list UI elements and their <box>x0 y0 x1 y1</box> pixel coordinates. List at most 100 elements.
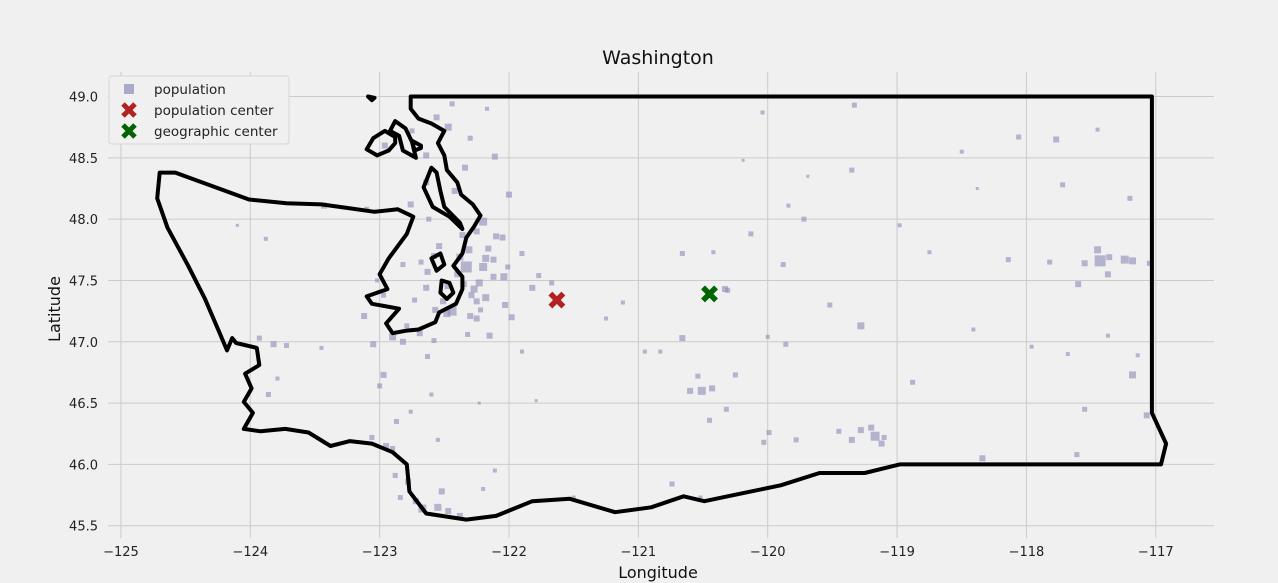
population-point <box>500 273 508 281</box>
population-point <box>284 342 290 348</box>
population-point <box>806 174 810 178</box>
population-point <box>765 334 770 339</box>
x-tick-label: −120 <box>750 545 786 560</box>
population-point <box>409 128 415 134</box>
population-center-marker <box>548 291 566 309</box>
population-point <box>1005 257 1011 263</box>
population-point <box>369 434 375 440</box>
population-point <box>407 201 414 208</box>
population-point <box>783 341 789 347</box>
legend-population-center-marker <box>121 102 137 118</box>
population-point <box>412 297 418 303</box>
population-point <box>392 472 398 478</box>
population-point <box>479 217 488 226</box>
population-point <box>1135 353 1140 358</box>
population-point <box>235 223 239 227</box>
population-point <box>432 306 439 313</box>
population-point <box>370 341 377 348</box>
legend-population-marker <box>124 84 134 94</box>
population-point <box>426 216 432 222</box>
population-point <box>801 216 807 222</box>
state-outline <box>155 94 1169 522</box>
y-tick-labels: 45.5 46.0 46.5 47.0 47.5 48.0 48.5 49.0 <box>69 91 98 535</box>
population-point <box>433 114 440 121</box>
population-point <box>1081 260 1088 267</box>
population-point <box>381 142 388 149</box>
population-point <box>975 187 979 190</box>
population-point <box>959 149 964 154</box>
population-point <box>435 437 440 442</box>
population-point <box>529 284 536 291</box>
population-point <box>443 310 451 318</box>
x-tick-label: −124 <box>232 545 268 560</box>
population-point <box>857 322 865 330</box>
population-point <box>482 294 490 302</box>
population-point <box>404 323 410 329</box>
population-point <box>881 434 887 440</box>
population-point <box>870 431 880 441</box>
population-point <box>263 236 268 241</box>
population-point <box>849 167 855 173</box>
population-point <box>1146 260 1152 266</box>
population-point <box>927 250 932 255</box>
population-point <box>697 386 706 395</box>
population-point <box>481 486 486 491</box>
population-point <box>465 246 473 254</box>
population-point <box>470 285 478 293</box>
population-point <box>1106 254 1113 261</box>
island-outline <box>438 278 456 301</box>
population-point <box>897 223 902 228</box>
population-point <box>1053 136 1060 143</box>
population-point <box>383 443 390 450</box>
population-point <box>490 256 497 263</box>
population-point <box>456 512 463 519</box>
x-tick-labels: −125 −124 −123 −122 −121 −120 −119 −118 −117 <box>103 545 1174 560</box>
population-point <box>878 440 885 447</box>
population-point <box>375 278 380 283</box>
population-point <box>604 316 609 321</box>
y-tick-label: 49.0 <box>69 91 98 106</box>
population-point <box>505 264 511 270</box>
population-point <box>761 439 767 445</box>
population-point <box>709 385 716 392</box>
population-point <box>438 488 445 495</box>
population-point <box>445 508 452 515</box>
population-point <box>381 292 387 298</box>
population-point <box>679 250 685 256</box>
population-point <box>499 234 506 241</box>
legend-population-label: population <box>154 82 226 98</box>
population-point <box>679 335 686 342</box>
population-point <box>473 315 480 322</box>
population-point <box>256 335 262 341</box>
population-point <box>400 262 406 268</box>
center-markers <box>548 285 718 309</box>
population-point <box>1082 406 1088 412</box>
population-point <box>477 401 481 405</box>
population-point <box>1060 182 1066 188</box>
population-point <box>1065 352 1070 357</box>
population-point <box>760 110 765 115</box>
state-boundary <box>155 94 1169 522</box>
population-point <box>473 298 480 305</box>
population-point <box>431 338 437 344</box>
population-point <box>1074 452 1080 458</box>
population-point <box>465 331 471 337</box>
x-tick-label: −118 <box>1009 545 1045 560</box>
population-point <box>519 250 525 256</box>
population-point <box>1029 344 1034 349</box>
population-point <box>502 302 509 308</box>
population-point <box>669 481 675 487</box>
population-point <box>468 292 475 299</box>
population-point <box>423 152 430 159</box>
population-point <box>444 284 450 290</box>
population-point <box>491 153 498 160</box>
x-tick-label: −119 <box>879 545 915 560</box>
population-point <box>1094 246 1102 254</box>
population-point <box>423 284 430 291</box>
population-point <box>434 503 442 511</box>
population-point <box>642 349 647 354</box>
population-point <box>408 409 413 414</box>
population-point <box>493 233 500 240</box>
population-point <box>723 406 729 412</box>
population-point <box>971 327 976 332</box>
